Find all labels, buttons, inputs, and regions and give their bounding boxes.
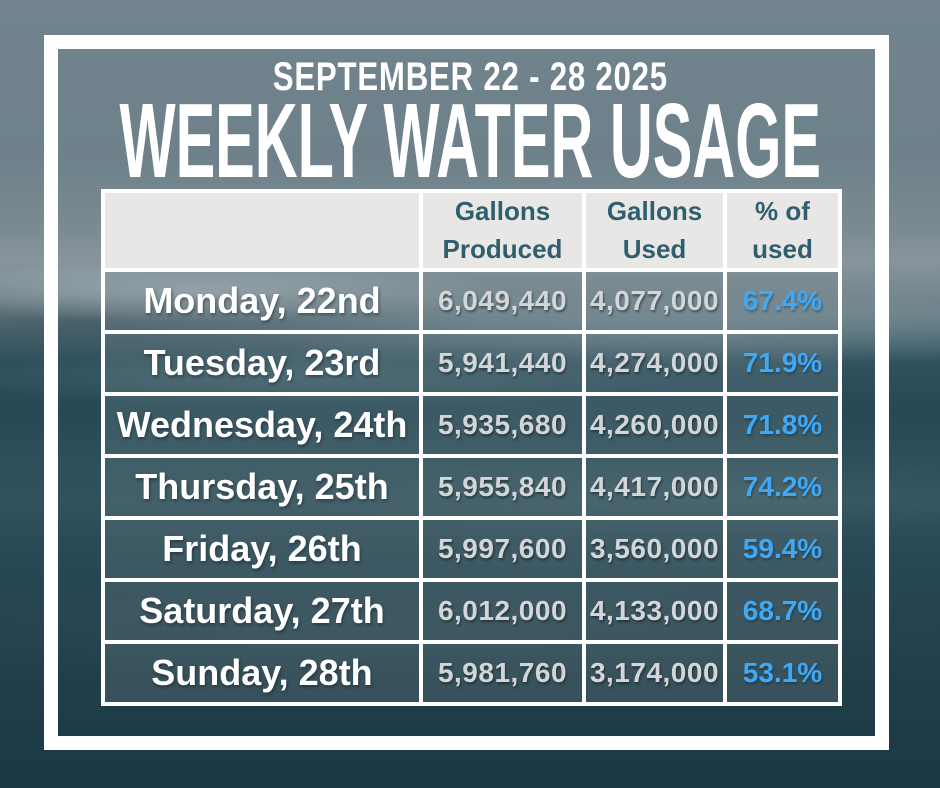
day-label: Monday, 22nd bbox=[101, 268, 423, 335]
gallons-produced-value: 5,997,600 bbox=[419, 516, 586, 583]
gallons-used-value: 4,274,000 bbox=[582, 330, 727, 397]
page-title: WEEKLY WATER USAGE bbox=[0, 88, 940, 194]
percent-used-value: 74.2% bbox=[723, 454, 842, 521]
gallons-used-value: 4,260,000 bbox=[582, 392, 727, 459]
date-range-heading: SEPTEMBER 22 - 28 2025 bbox=[0, 57, 940, 97]
day-label: Wednesday, 24th bbox=[101, 392, 423, 459]
table-row-monday: Monday, 22nd 6,049,440 4,077,000 67.4% bbox=[101, 268, 842, 335]
column-header-day bbox=[101, 188, 423, 273]
gallons-used-value: 3,560,000 bbox=[582, 516, 727, 583]
column-header-gallons-produced: Gallons Produced bbox=[419, 188, 586, 273]
percent-used-value: 71.9% bbox=[723, 330, 842, 397]
day-label: Thursday, 25th bbox=[101, 454, 423, 521]
table-row-saturday: Saturday, 27th 6,012,000 4,133,000 68.7% bbox=[101, 578, 842, 645]
gallons-produced-value: 5,935,680 bbox=[419, 392, 586, 459]
percent-used-value: 68.7% bbox=[723, 578, 842, 645]
gallons-produced-value: 5,981,760 bbox=[419, 640, 586, 707]
gallons-used-value: 4,417,000 bbox=[582, 454, 727, 521]
water-usage-table: Gallons Produced Gallons Used % of used … bbox=[101, 188, 842, 707]
day-label: Sunday, 28th bbox=[101, 640, 423, 707]
column-header-percent-used: % of used bbox=[723, 188, 842, 273]
table-row-wednesday: Wednesday, 24th 5,935,680 4,260,000 71.8… bbox=[101, 392, 842, 459]
page-title-text: WEEKLY WATER USAGE bbox=[119, 82, 821, 200]
table-row-sunday: Sunday, 28th 5,981,760 3,174,000 53.1% bbox=[101, 640, 842, 707]
percent-used-value: 71.8% bbox=[723, 392, 842, 459]
column-header-gallons-used: Gallons Used bbox=[582, 188, 727, 273]
gallons-used-value: 4,077,000 bbox=[582, 268, 727, 335]
date-range-text: SEPTEMBER 22 - 28 2025 bbox=[272, 55, 668, 99]
table-header-row: Gallons Produced Gallons Used % of used bbox=[101, 188, 842, 273]
percent-used-value: 53.1% bbox=[723, 640, 842, 707]
day-label: Tuesday, 23rd bbox=[101, 330, 423, 397]
gallons-produced-value: 5,941,440 bbox=[419, 330, 586, 397]
gallons-used-value: 3,174,000 bbox=[582, 640, 727, 707]
day-label: Friday, 26th bbox=[101, 516, 423, 583]
table-row-tuesday: Tuesday, 23rd 5,941,440 4,274,000 71.9% bbox=[101, 330, 842, 397]
table-row-thursday: Thursday, 25th 5,955,840 4,417,000 74.2% bbox=[101, 454, 842, 521]
day-label: Saturday, 27th bbox=[101, 578, 423, 645]
white-border-frame bbox=[44, 35, 889, 750]
percent-used-value: 67.4% bbox=[723, 268, 842, 335]
gallons-produced-value: 6,049,440 bbox=[419, 268, 586, 335]
gallons-produced-value: 6,012,000 bbox=[419, 578, 586, 645]
table-row-friday: Friday, 26th 5,997,600 3,560,000 59.4% bbox=[101, 516, 842, 583]
gallons-produced-value: 5,955,840 bbox=[419, 454, 586, 521]
percent-used-value: 59.4% bbox=[723, 516, 842, 583]
gallons-used-value: 4,133,000 bbox=[582, 578, 727, 645]
